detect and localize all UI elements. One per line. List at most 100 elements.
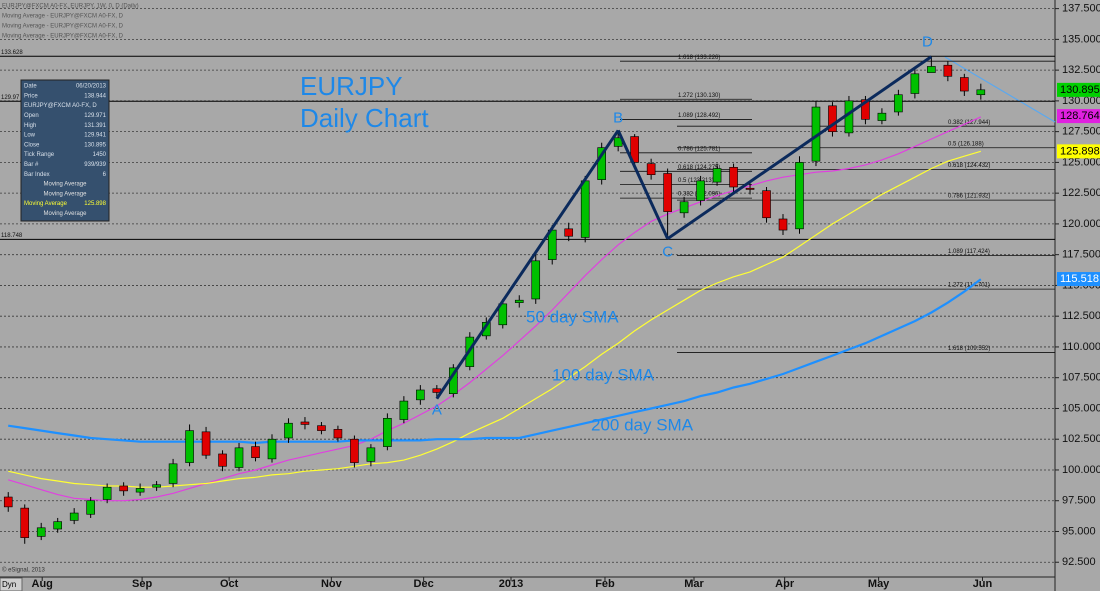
fib-label: 0.618 (124.275): [678, 165, 720, 171]
info-panel-value: 939/939: [84, 162, 106, 168]
fib-label: 0.5 (126.188): [948, 141, 984, 147]
candle-body: [234, 447, 244, 468]
candle-body: [201, 431, 211, 456]
candle-body: [350, 438, 359, 463]
y-tick-label: 125.000: [1062, 156, 1100, 168]
x-tick-label: Sep: [132, 578, 152, 590]
header-line: Moving Average - EURJPY@FXCM A0-FX, D: [2, 24, 124, 30]
series-label: 100 day SMA: [552, 365, 655, 384]
candle-body: [531, 260, 541, 300]
candle-body: [135, 488, 145, 493]
y-tick-label: 132.500: [1062, 64, 1100, 76]
last-value-box: [1057, 272, 1100, 287]
candle-body: [861, 99, 870, 120]
candle-body: [597, 147, 606, 180]
candle-body: [976, 89, 986, 96]
x-tick-label: Apr: [775, 578, 795, 590]
candle-body: [366, 447, 376, 462]
last-value-label: 115.518: [1060, 273, 1099, 285]
y-tick-label: 117.500: [1062, 249, 1100, 261]
candle-body: [778, 218, 788, 231]
x-tick-label: Mar: [684, 578, 704, 590]
candle-body: [943, 64, 953, 77]
info-panel-heading: EURJPY@FXCM A0-FX, D: [24, 103, 97, 109]
candle-body: [86, 500, 95, 515]
candle-body: [646, 163, 656, 175]
info-panel-value: 129.941: [84, 133, 106, 139]
info-panel-value: 129.971: [84, 113, 106, 119]
info-panel-key: Bar #: [24, 162, 39, 168]
candle-body: [663, 173, 672, 212]
moving-average-line: [8, 278, 982, 445]
candle-body: [53, 521, 62, 530]
reference-label: 129.97: [1, 95, 20, 101]
candle-body: [20, 507, 30, 538]
y-tick-label: 110.000: [1062, 341, 1100, 353]
info-panel-value: 6: [103, 172, 107, 178]
candle-body: [69, 512, 79, 521]
last-value-label: 130.895: [1060, 84, 1100, 96]
last-value-label: 125.898: [1060, 145, 1100, 157]
y-tick-label: 105.000: [1062, 402, 1100, 414]
series-label: 50 day SMA: [526, 307, 619, 326]
candle-body: [218, 453, 227, 467]
fib-label: 0.5 (123.213): [678, 178, 714, 184]
info-panel-key: Low: [24, 133, 36, 139]
info-panel-value: 131.391: [84, 123, 106, 129]
header-line: EURJPY@FXCM A0-FX, EURJPY, 1W, 0, D (Dai…: [2, 4, 139, 10]
info-panel-heading: Moving Average: [44, 211, 88, 217]
y-tick-label: 100.000: [1062, 464, 1100, 476]
candle-body: [795, 162, 804, 230]
info-panel-heading: Moving Average: [44, 191, 88, 197]
reference-label: 133.628: [1, 50, 23, 56]
info-panel-key: Moving Average: [24, 201, 68, 207]
header-line: Moving Average - EURJPY@FXCM A0-FX, D: [2, 14, 124, 20]
last-value-box: [1057, 109, 1100, 124]
series-label: 200 day SMA: [591, 415, 694, 434]
fib-label: 0.618 (124.432): [948, 163, 990, 169]
info-panel-heading: Moving Average: [44, 182, 88, 188]
moving-average-line: [8, 150, 981, 488]
candle-body: [267, 438, 277, 460]
pattern-label: D: [922, 34, 933, 51]
fib-label: 1.089 (117.424): [948, 249, 990, 255]
x-tick-label: Nov: [321, 578, 343, 590]
pattern-label: B: [613, 109, 623, 126]
info-panel-key: Price: [24, 93, 38, 99]
candle-body: [927, 66, 936, 73]
y-tick-label: 102.500: [1062, 433, 1100, 445]
candle-body: [399, 400, 409, 420]
fib-label: 1.272 (114.701): [948, 283, 990, 289]
pattern-leg: [435, 129, 620, 400]
corner-label: Dyn: [2, 580, 16, 589]
x-tick-label: Jun: [973, 578, 993, 590]
corner-box: [0, 577, 23, 591]
candle-body: [630, 136, 639, 163]
info-panel-value: 125.898: [84, 201, 106, 207]
candle-body: [300, 421, 310, 425]
candle-body: [828, 105, 837, 132]
y-tick-label: 135.000: [1062, 33, 1100, 45]
fib-label: 1.618 (133.226): [678, 55, 720, 61]
candle-body: [745, 187, 755, 190]
info-panel: [20, 79, 110, 222]
info-panel-value: 06/20/2013: [76, 84, 107, 90]
y-tick-label: 107.500: [1062, 372, 1100, 384]
candle-body: [3, 496, 13, 508]
pattern-leg: [666, 55, 933, 240]
candle-body: [185, 430, 194, 463]
candle-body: [317, 425, 326, 431]
fib-label: 0.786 (125.781): [678, 146, 720, 152]
candle-body: [762, 190, 771, 219]
y-tick-label: 92.500: [1062, 556, 1096, 568]
y-tick-label: 137.500: [1062, 3, 1100, 15]
candle-body: [119, 485, 128, 492]
fib-label: 1.089 (128.492): [678, 113, 720, 119]
info-panel-key: Open: [24, 113, 39, 119]
x-tick-label: 2013: [499, 578, 523, 590]
last-value-box: [1057, 144, 1100, 159]
candle-body: [960, 77, 969, 92]
candle-body: [564, 228, 574, 237]
header-line: Moving Average - EURJPY@FXCM A0-FX, D: [2, 34, 124, 40]
